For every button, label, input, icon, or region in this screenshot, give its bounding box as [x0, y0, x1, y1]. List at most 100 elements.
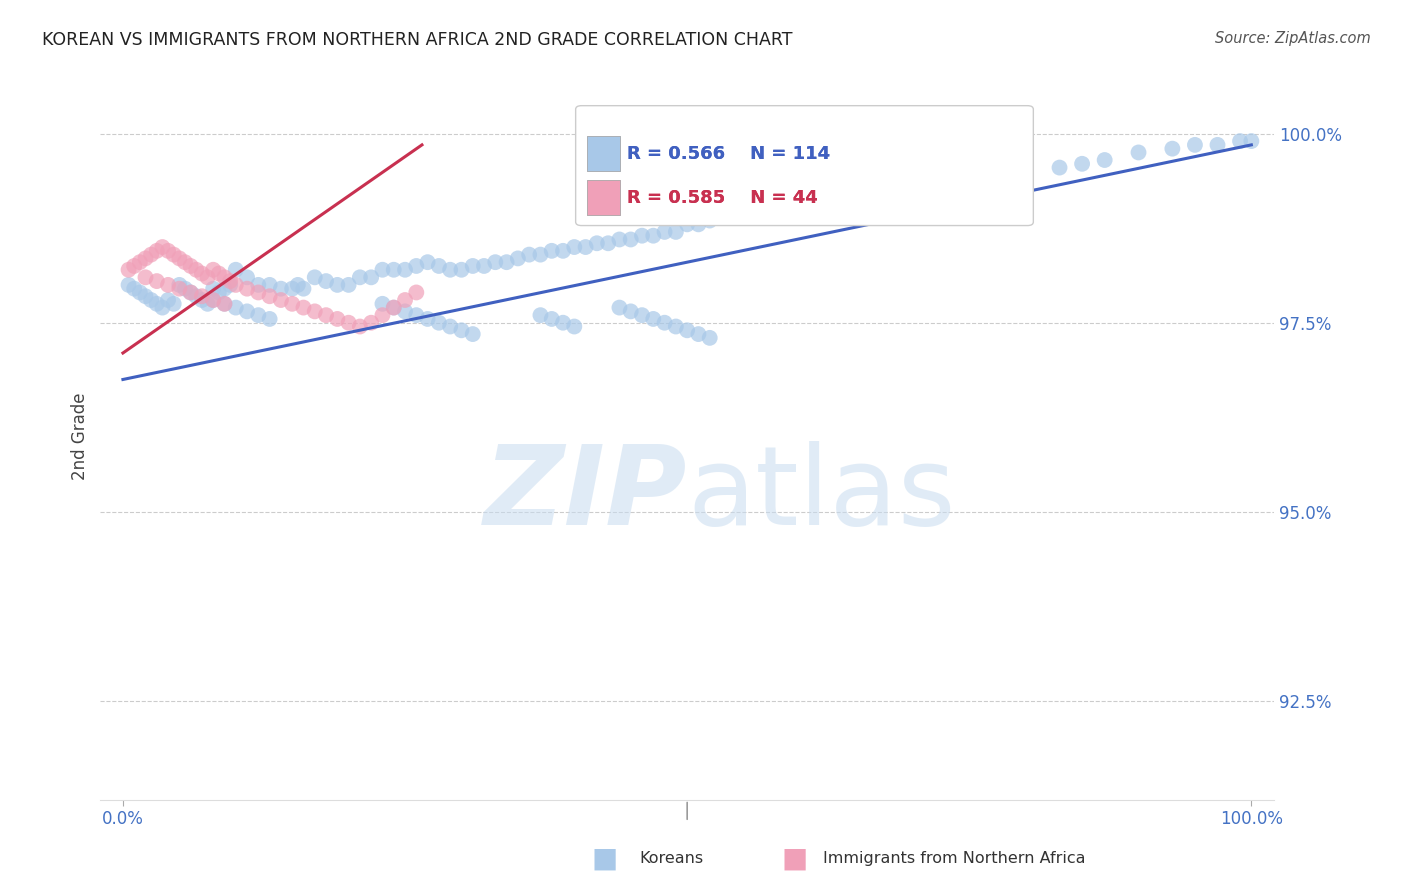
Point	[236, 304, 259, 318]
Point	[128, 285, 150, 300]
Point	[551, 244, 574, 258]
Point	[214, 297, 236, 311]
Text: R = 0.585    N = 44: R = 0.585 N = 44	[627, 189, 818, 207]
Point	[562, 319, 585, 334]
Point	[146, 297, 169, 311]
Point	[180, 259, 202, 273]
Text: KOREAN VS IMMIGRANTS FROM NORTHERN AFRICA 2ND GRADE CORRELATION CHART: KOREAN VS IMMIGRANTS FROM NORTHERN AFRIC…	[42, 31, 793, 49]
Point	[382, 301, 405, 315]
Point	[394, 293, 416, 307]
Point	[800, 198, 823, 212]
Point	[733, 210, 755, 224]
Point	[1240, 134, 1263, 148]
Point	[337, 316, 360, 330]
Point	[654, 225, 676, 239]
Text: R = 0.566    N = 114: R = 0.566 N = 114	[627, 145, 831, 163]
Point	[405, 308, 427, 322]
Point	[214, 282, 236, 296]
Point	[427, 259, 450, 273]
Point	[620, 304, 643, 318]
Point	[349, 270, 371, 285]
Point	[304, 304, 326, 318]
FancyBboxPatch shape	[575, 105, 1033, 226]
Point	[405, 285, 427, 300]
Text: Koreans: Koreans	[640, 851, 704, 865]
Point	[382, 301, 405, 315]
Point	[699, 213, 721, 227]
Point	[247, 308, 270, 322]
Point	[259, 312, 281, 326]
Point	[721, 210, 744, 224]
Point	[676, 218, 699, 232]
Point	[1229, 134, 1251, 148]
Point	[326, 312, 349, 326]
Point	[609, 301, 631, 315]
Point	[202, 262, 225, 277]
Point	[208, 267, 231, 281]
Point	[609, 232, 631, 246]
Point	[495, 255, 517, 269]
Point	[551, 316, 574, 330]
Point	[901, 183, 924, 197]
Point	[620, 232, 643, 246]
Point	[371, 262, 394, 277]
Point	[180, 285, 202, 300]
Point	[935, 176, 957, 190]
Point	[349, 319, 371, 334]
Point	[337, 277, 360, 292]
Point	[315, 274, 337, 288]
Point	[146, 244, 169, 258]
Point	[540, 244, 562, 258]
Point	[197, 270, 219, 285]
Point	[202, 282, 225, 296]
Point	[163, 247, 186, 261]
Point	[371, 308, 394, 322]
Point	[439, 319, 461, 334]
Point	[225, 262, 247, 277]
Point	[281, 297, 304, 311]
Point	[174, 282, 197, 296]
Point	[439, 262, 461, 277]
Point	[259, 277, 281, 292]
Point	[823, 194, 845, 209]
Point	[214, 297, 236, 311]
Point	[208, 285, 231, 300]
Point	[1014, 164, 1036, 178]
Point	[157, 293, 180, 307]
Point	[236, 282, 259, 296]
Point	[562, 240, 585, 254]
Point	[643, 312, 665, 326]
Point	[665, 225, 688, 239]
Point	[1049, 161, 1071, 175]
Point	[191, 293, 214, 307]
Point	[270, 282, 292, 296]
Y-axis label: 2nd Grade: 2nd Grade	[72, 392, 89, 480]
Point	[1161, 142, 1184, 156]
Point	[665, 319, 688, 334]
Point	[152, 240, 174, 254]
Point	[174, 255, 197, 269]
Point	[529, 247, 551, 261]
Point	[688, 218, 710, 232]
Point	[180, 285, 202, 300]
Text: R = 0.585    N = 44: R = 0.585 N = 44	[627, 189, 818, 207]
Point	[371, 297, 394, 311]
Point	[146, 274, 169, 288]
Point	[688, 327, 710, 342]
Point	[134, 289, 156, 303]
Point	[529, 308, 551, 322]
Point	[991, 168, 1014, 182]
Point	[744, 206, 766, 220]
Point	[163, 297, 186, 311]
Point	[654, 316, 676, 330]
Point	[259, 289, 281, 303]
Point	[304, 270, 326, 285]
Point	[461, 259, 484, 273]
Point	[472, 259, 495, 273]
Point	[360, 316, 382, 330]
Point	[382, 262, 405, 277]
Point	[586, 236, 609, 251]
Point	[631, 308, 654, 322]
Point	[169, 252, 191, 266]
Point	[128, 255, 150, 269]
